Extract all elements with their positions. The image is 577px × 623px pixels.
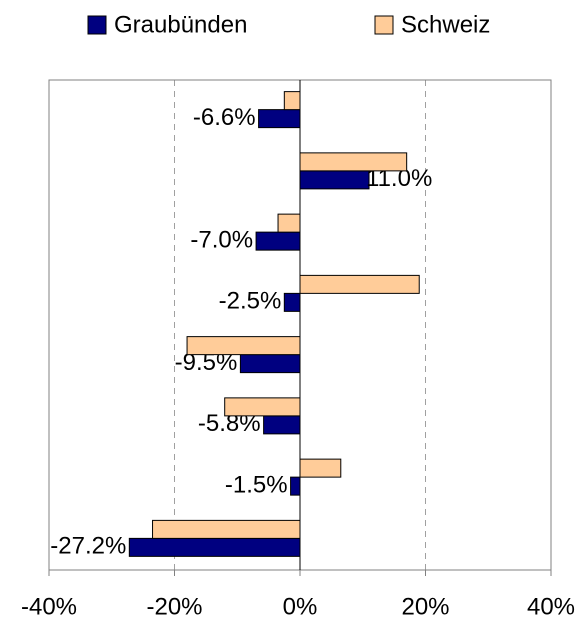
- x-tick-label: 0%: [283, 593, 318, 620]
- value-label: -7.0%: [190, 226, 253, 253]
- value-label: -1.5%: [225, 471, 288, 498]
- bar: [258, 109, 301, 129]
- bar: [263, 415, 301, 435]
- value-label: -6.6%: [193, 104, 256, 131]
- x-tick-label: 40%: [527, 593, 575, 620]
- bar: [283, 292, 301, 312]
- bar: [239, 354, 301, 374]
- legend-swatch: [87, 15, 107, 35]
- value-label: -2.5%: [219, 288, 282, 315]
- bar: [299, 152, 408, 172]
- legend-label: Schweiz: [401, 11, 490, 38]
- bar: [299, 458, 342, 478]
- x-tick-label: -20%: [146, 593, 202, 620]
- bar: [283, 91, 301, 111]
- bar: [186, 336, 301, 356]
- value-label: -27.2%: [50, 533, 126, 560]
- legend-label: Graubünden: [114, 11, 247, 38]
- bar: [277, 213, 301, 233]
- bar: [224, 397, 301, 417]
- bar: [299, 170, 370, 190]
- bar: [152, 519, 301, 539]
- bar: [255, 231, 301, 251]
- bar: [299, 274, 420, 294]
- bar: [290, 476, 301, 496]
- x-tick-label: -40%: [21, 593, 77, 620]
- x-tick-label: 20%: [401, 593, 449, 620]
- legend-swatch: [374, 15, 394, 35]
- bar: [128, 537, 301, 557]
